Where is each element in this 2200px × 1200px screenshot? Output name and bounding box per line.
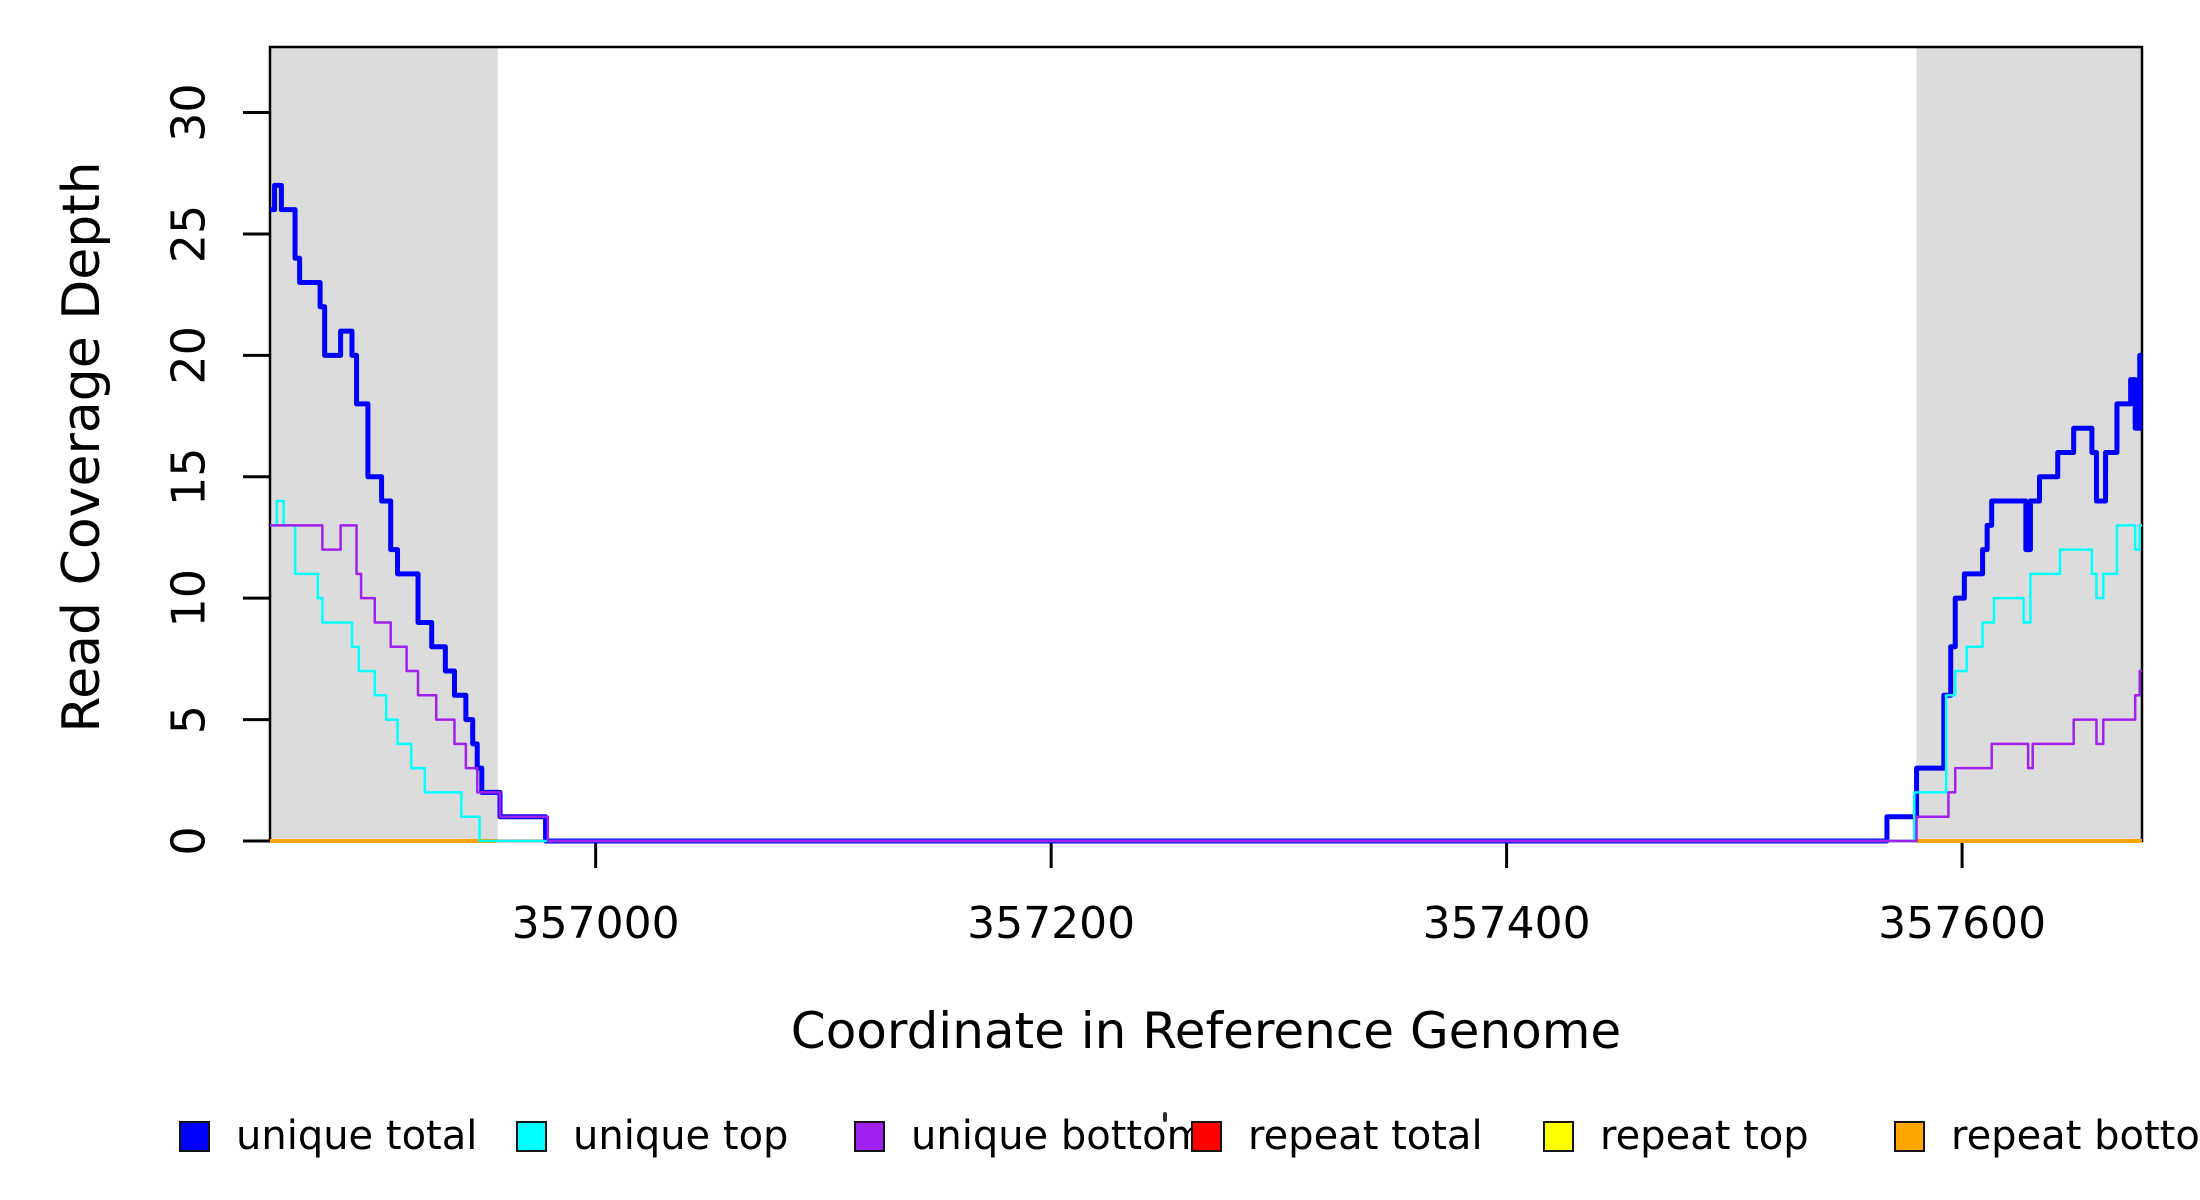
series-line-unique-total bbox=[270, 182, 2143, 844]
legend-swatch-unique-total bbox=[179, 1120, 210, 1152]
repeat-region-shade-2 bbox=[1916, 47, 2142, 841]
y-tick-label: 20 bbox=[162, 326, 216, 385]
y-tick-label: 15 bbox=[162, 448, 216, 507]
plot-border-box bbox=[268, 45, 2144, 843]
x-tick-label: 357600 bbox=[1878, 898, 2046, 949]
legend-label: unique total bbox=[236, 1113, 478, 1159]
legend-swatch-unique-top bbox=[516, 1120, 547, 1152]
legend-swatch-unique-bottom bbox=[854, 1120, 885, 1152]
legend-swatch-repeat-top bbox=[1543, 1120, 1574, 1152]
legend-item-unique-total: unique total bbox=[179, 1113, 478, 1159]
x-tick-label: 357400 bbox=[1423, 898, 1591, 949]
legend-item-repeat-total: repeat total bbox=[1191, 1113, 1483, 1159]
y-tick-label: 5 bbox=[162, 705, 216, 734]
legend-label: unique bottom bbox=[911, 1113, 1206, 1159]
x-axis-title: Coordinate in Reference Genome bbox=[790, 1002, 1622, 1060]
legend-swatch-repeat-total bbox=[1191, 1120, 1222, 1152]
y-tick-label: 10 bbox=[162, 569, 216, 628]
legend-label: repeat top bbox=[1600, 1113, 1809, 1159]
legend-item-unique-bottom: unique bottom bbox=[854, 1113, 1206, 1159]
y-tick-label: 30 bbox=[162, 83, 216, 142]
x-tick-label: 357200 bbox=[967, 898, 1135, 949]
x-tick-label: 357000 bbox=[512, 898, 680, 949]
legend-item-repeat-bottom: repeat bottom bbox=[1894, 1113, 2200, 1159]
series-line-unique-bottom bbox=[270, 524, 2142, 843]
legend-item-unique-top: unique top bbox=[516, 1113, 789, 1159]
legend-item-repeat-top: repeat top bbox=[1543, 1113, 1809, 1159]
y-tick-label: 25 bbox=[162, 205, 216, 264]
series-line-unique-top bbox=[270, 499, 2142, 843]
legend-label: unique top bbox=[573, 1113, 789, 1159]
y-tick-label: 0 bbox=[162, 826, 216, 855]
y-axis-title: Read Coverage Depth bbox=[52, 161, 112, 733]
legend-swatch-repeat-bottom bbox=[1894, 1120, 1925, 1152]
stray-mark bbox=[1163, 1112, 1167, 1122]
legend-label: repeat total bbox=[1248, 1113, 1483, 1159]
repeat-region-shade-1 bbox=[270, 47, 498, 841]
legend-label: repeat bottom bbox=[1951, 1113, 2200, 1159]
